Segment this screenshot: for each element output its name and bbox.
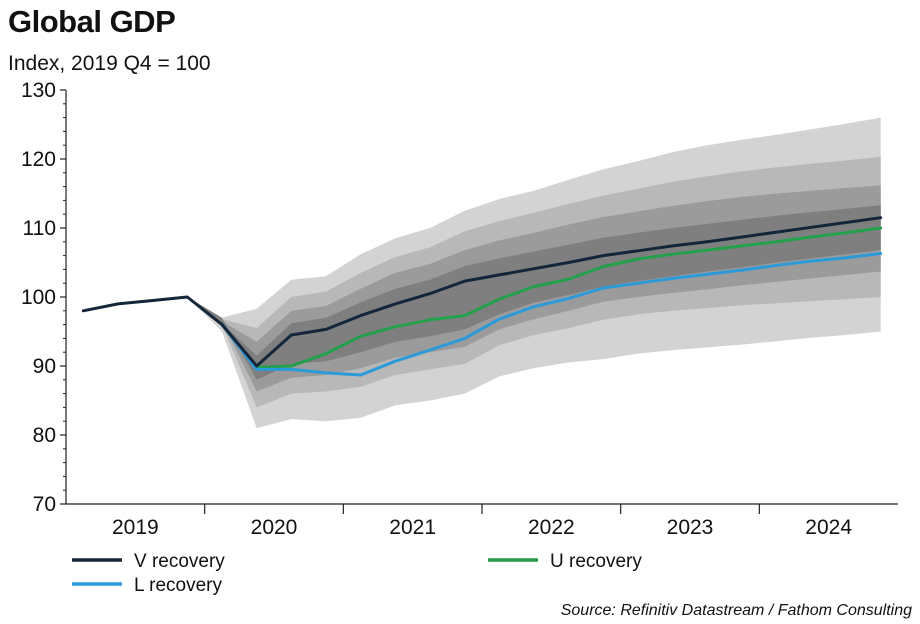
fan-bands xyxy=(187,117,881,429)
series-lines xyxy=(81,216,883,377)
chart-title: Global GDP xyxy=(8,4,176,39)
chart-subtitle: Index, 2019 Q4 = 100 xyxy=(8,52,211,75)
axes: 70 80 90 100 110 120 130 2019 2020 2021 2022 2023 20… xyxy=(21,79,898,539)
y-tick-label: 120 xyxy=(21,148,56,171)
legend-label: L recovery xyxy=(134,575,222,596)
y-tick-label: 110 xyxy=(23,217,56,240)
y-tick-label: 100 xyxy=(21,286,56,309)
x-tick-label: 2022 xyxy=(528,516,575,539)
x-tick-label: 2021 xyxy=(389,516,436,539)
x-tick-label: 2024 xyxy=(805,516,852,539)
x-tick-label: 2020 xyxy=(251,516,298,539)
y-tick-label: 70 xyxy=(33,493,56,516)
series-line-v-recovery xyxy=(81,216,883,368)
y-tick-label: 130 xyxy=(21,79,56,102)
legend-label: U recovery xyxy=(550,551,642,572)
x-tick-label: 2019 xyxy=(112,516,159,539)
series-line-l-recovery xyxy=(220,252,883,377)
source-note: Source: Refinitiv Datastream / Fathom Co… xyxy=(560,602,912,619)
legend: V recovery U recovery L recovery xyxy=(72,551,642,596)
series-line-u-recovery xyxy=(220,226,883,369)
x-tick-label: 2023 xyxy=(667,516,714,539)
y-tick-label: 90 xyxy=(33,355,56,378)
y-tick-label: 80 xyxy=(33,424,56,447)
legend-label: V recovery xyxy=(134,551,225,572)
